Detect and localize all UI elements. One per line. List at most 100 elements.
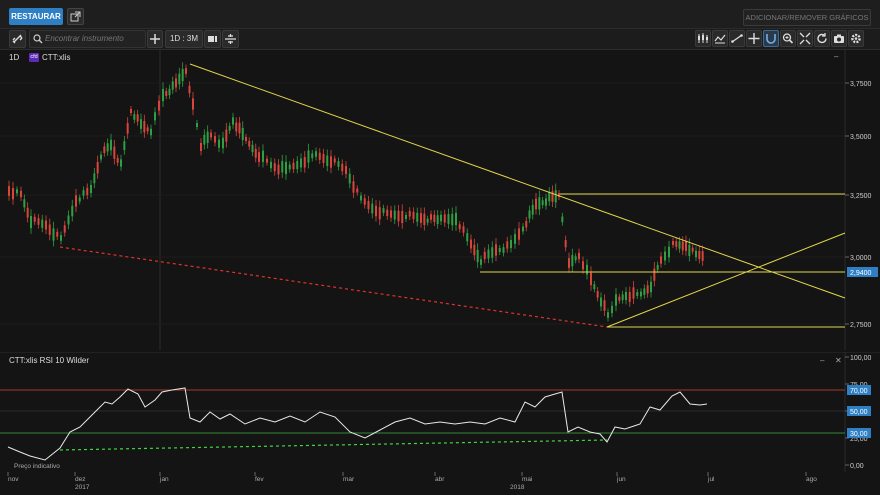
candle-body [258, 152, 260, 162]
candle-body [158, 100, 160, 111]
price-tick-label: 3,5000 [850, 134, 872, 141]
candle-body [525, 221, 528, 228]
compare-button[interactable] [222, 30, 239, 48]
link-button[interactable] [9, 30, 26, 48]
period-selector[interactable]: 1D : 3M [165, 30, 203, 48]
popout-button[interactable] [67, 8, 84, 25]
candle-body [455, 212, 457, 226]
candle-body [12, 187, 14, 200]
candle-body [356, 188, 359, 193]
candle-body [277, 164, 280, 175]
instrument-search[interactable] [29, 30, 146, 48]
candle-body [397, 210, 400, 222]
candle-body [143, 120, 146, 133]
candle-body [168, 88, 171, 96]
candle-body [285, 161, 287, 175]
candle-body [133, 114, 136, 120]
month-label: abr [435, 476, 445, 483]
crosshair-tool[interactable] [746, 30, 762, 47]
candle-body [203, 134, 206, 145]
candle-body [165, 91, 168, 96]
candle-body [618, 296, 621, 301]
candle-body [386, 209, 389, 216]
candle-body [476, 249, 479, 263]
chart-style-button[interactable] [204, 30, 221, 48]
reset-icon [817, 33, 827, 44]
candle-body [382, 208, 385, 213]
candle-body [288, 164, 291, 170]
rsi-level-label: 70,00 [850, 388, 868, 395]
search-input[interactable] [45, 32, 141, 45]
candle-body [41, 219, 44, 228]
rsi-level-badge [847, 385, 871, 395]
candle-body [408, 210, 411, 217]
month-label: dez [75, 476, 85, 483]
candle-body [688, 244, 691, 257]
candle-body [311, 153, 314, 159]
candle-body [695, 250, 697, 258]
candle-body [470, 239, 472, 249]
fit-icon [799, 32, 811, 45]
candlestick-tool[interactable] [695, 30, 711, 47]
magnet-icon [766, 34, 776, 44]
price-panel-minimize-button[interactable]: – [834, 52, 839, 61]
candle-body [345, 165, 347, 175]
gear-icon [851, 33, 861, 44]
indicative-price-note: Preço indicativo [14, 463, 60, 470]
candle-body [480, 259, 482, 265]
fit-tool[interactable] [797, 30, 813, 47]
rsi-minimize-button[interactable]: – [820, 356, 825, 365]
resistance-trendline [189, 63, 846, 299]
candlestick-icon [698, 33, 708, 43]
candle-body [518, 228, 520, 240]
restore-button[interactable]: RESTAURAR [9, 8, 63, 25]
year-label: 2017 [75, 484, 90, 491]
candle-body [48, 224, 51, 236]
candle-body [561, 216, 564, 223]
candle-body [596, 291, 599, 298]
candle-body [90, 184, 92, 194]
rsi-tick-label: 0,00 [850, 463, 864, 470]
candle-body [140, 119, 142, 129]
candle-body [531, 204, 534, 215]
candle-body [586, 264, 588, 275]
candle-body [210, 132, 212, 138]
candle-body [447, 214, 450, 224]
candle-body [270, 161, 272, 169]
trendline-tool[interactable] [729, 30, 745, 47]
candle-body [535, 198, 537, 210]
candle-body [300, 158, 302, 168]
cfd-badge-icon: cfd [29, 53, 39, 62]
candle-body [578, 252, 580, 260]
candle-body [318, 152, 321, 160]
candle-body [558, 193, 560, 197]
time-axis[interactable]: nov dez jan fev mar abr mai jun jul ago 2017 2018 [0, 472, 880, 495]
add-button[interactable] [147, 30, 163, 48]
reset-tool[interactable] [814, 30, 830, 47]
candle-body [281, 161, 284, 173]
candle-body [636, 292, 639, 296]
candle-body [371, 203, 374, 214]
candle-body [296, 160, 299, 170]
screenshot-tool[interactable] [831, 30, 847, 47]
candle-body [568, 258, 570, 268]
candle-body [162, 88, 164, 102]
rsi-title: CTT:xlis RSI 10 Wilder [9, 356, 90, 365]
month-label: mai [522, 476, 532, 483]
price-chart[interactable]: 3,7500 3,5000 3,2500 3,0000 2,7500 2,9400 [0, 50, 880, 350]
rsi-close-button[interactable]: ✕ [835, 356, 842, 365]
add-remove-charts-button[interactable]: ADICIONAR/REMOVER GRÁFICOS [743, 9, 871, 26]
candle-body [262, 150, 264, 163]
zoom-tool[interactable] [780, 30, 796, 47]
candle-body [238, 122, 241, 134]
candle-body [701, 251, 704, 261]
candle-body [96, 161, 99, 174]
interval-label: 1D [9, 53, 20, 62]
price-tick-label: 3,7500 [850, 81, 872, 88]
price-tick-label: 2,7500 [850, 322, 872, 329]
candle-body [473, 244, 476, 256]
settings-tool[interactable] [848, 30, 864, 47]
indicator-tool[interactable] [712, 30, 728, 47]
magnet-tool[interactable] [763, 30, 779, 47]
